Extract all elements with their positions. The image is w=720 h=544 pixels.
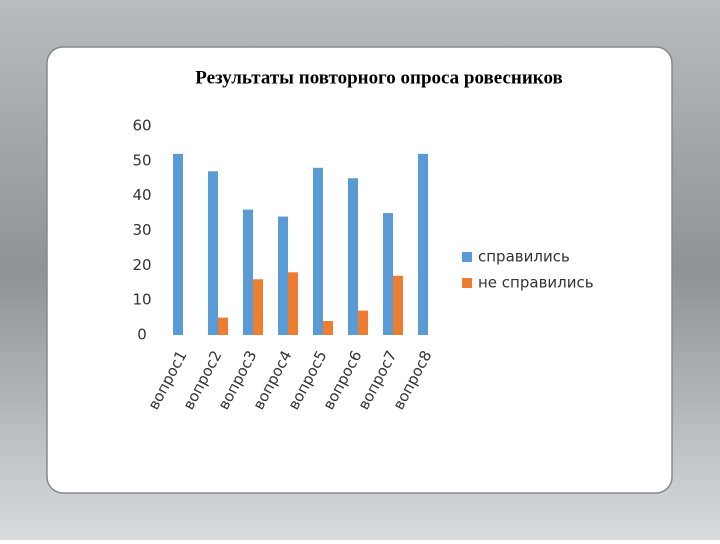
bar: [358, 310, 368, 335]
y-tick-label: 0: [137, 326, 147, 344]
chart-title: Результаты повторного опроса ровесников: [195, 67, 563, 88]
panel: [46, 46, 673, 494]
bar: [278, 216, 288, 335]
bar: [243, 209, 253, 335]
y-tick-label: 30: [132, 221, 151, 239]
y-tick-label: 60: [132, 117, 151, 135]
bar: [348, 178, 358, 335]
y-tick-label: 40: [132, 186, 151, 204]
bar: [288, 272, 298, 335]
bar: [173, 153, 183, 335]
bar: [253, 279, 263, 335]
bar: [418, 153, 428, 335]
legend-label: не справились: [478, 274, 594, 292]
legend-swatch: [462, 252, 472, 262]
bar: [383, 213, 393, 335]
legend-swatch: [462, 278, 472, 288]
bar: [393, 275, 403, 335]
bar: [218, 317, 228, 335]
bar: [313, 167, 323, 335]
y-tick-label: 20: [132, 256, 151, 274]
bar: [323, 321, 333, 335]
bar: [208, 171, 218, 335]
y-tick-label: 50: [132, 151, 151, 169]
legend-label: справились: [478, 248, 570, 266]
y-tick-label: 10: [132, 291, 151, 309]
